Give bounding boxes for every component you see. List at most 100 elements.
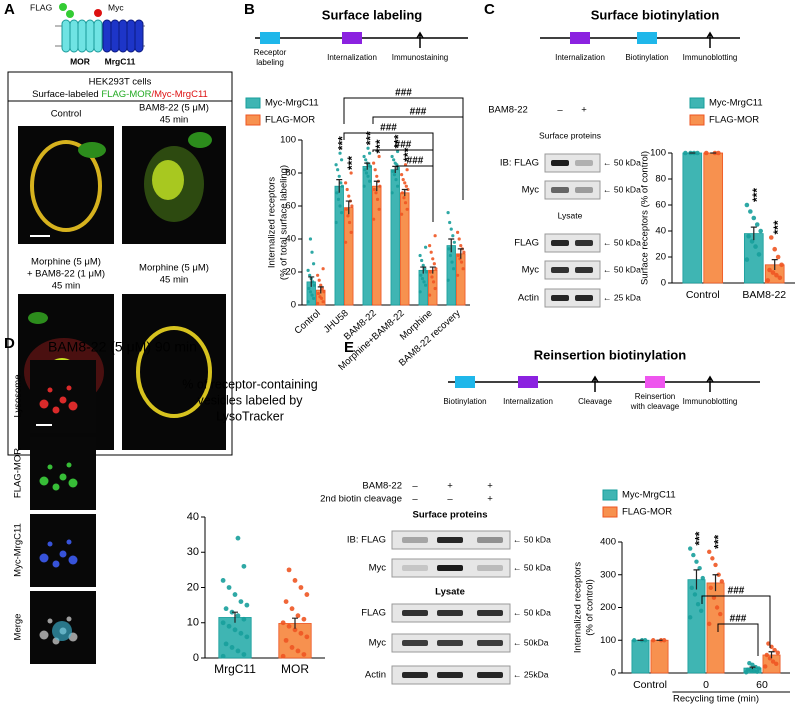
data-point xyxy=(334,163,338,167)
y-tick-label: 60 xyxy=(655,200,666,211)
data-point xyxy=(777,275,783,281)
data-point xyxy=(700,575,705,581)
micrograph-signal xyxy=(59,473,67,481)
data-point xyxy=(708,585,714,591)
data-point xyxy=(402,196,406,200)
data-point xyxy=(336,168,340,172)
data-point xyxy=(220,653,226,659)
blot-band xyxy=(575,187,593,193)
data-point xyxy=(765,278,771,283)
tag-label: Myc xyxy=(108,2,124,12)
data-point xyxy=(707,549,712,555)
error-bar xyxy=(749,666,756,670)
legend-label: Myc-MrgC11 xyxy=(709,98,763,109)
data-point xyxy=(347,194,351,198)
data-point xyxy=(718,611,723,617)
data-point xyxy=(689,585,694,591)
data-point xyxy=(390,154,394,159)
error-bar xyxy=(693,569,700,590)
data-point xyxy=(347,220,352,225)
data-point xyxy=(364,158,368,162)
image-caption: 45 min xyxy=(160,115,189,126)
mor-helix xyxy=(85,19,95,53)
data-point xyxy=(372,187,377,192)
blot-band xyxy=(551,160,569,166)
channel-label: Myc-MrgC11 xyxy=(13,523,24,577)
micrograph-signal xyxy=(52,621,72,641)
data-point xyxy=(292,627,298,633)
mor-helix xyxy=(93,19,103,53)
data-point xyxy=(226,585,232,590)
timeline-label: labeling xyxy=(256,58,284,67)
data-point xyxy=(350,204,354,208)
surface-label: Surface-labeled FLAG-MOR/Myc-MrgC11 xyxy=(32,89,208,100)
data-point xyxy=(404,184,408,188)
micrograph-signal xyxy=(47,541,53,547)
blot-band xyxy=(551,187,569,193)
data-point xyxy=(418,290,422,294)
timeline-label: Internalization xyxy=(503,397,553,406)
data-point xyxy=(754,222,760,227)
comparison-label: ### xyxy=(730,614,747,625)
data-point xyxy=(317,278,321,282)
data-point xyxy=(235,648,241,654)
data-point xyxy=(766,641,771,646)
data-point xyxy=(311,280,315,284)
data-point xyxy=(238,599,244,604)
blot-band xyxy=(575,240,593,246)
size-marker: ← 50 kDa xyxy=(513,607,551,617)
data-point xyxy=(322,290,326,294)
data-point xyxy=(691,552,696,558)
data-point xyxy=(232,592,238,597)
significance-mark: *** xyxy=(345,156,359,170)
data-point xyxy=(428,270,433,274)
data-point xyxy=(319,283,323,287)
treatment-label: BAM8-22 xyxy=(362,481,402,492)
data-point xyxy=(395,184,400,188)
blot-band xyxy=(477,610,503,616)
error-bar xyxy=(292,617,298,629)
blot-strip xyxy=(544,153,601,173)
data-point xyxy=(456,273,460,277)
data-point xyxy=(400,173,404,177)
data-point xyxy=(334,220,338,225)
legend-label: Myc-MrgC11 xyxy=(622,490,676,501)
size-marker: ← 50kDa xyxy=(513,637,549,647)
timeline-arrow xyxy=(591,375,599,392)
data-point xyxy=(391,169,395,173)
data-point xyxy=(338,204,342,208)
blot-row-label: Myc xyxy=(522,265,540,276)
error-bar xyxy=(750,226,757,241)
error-bar xyxy=(345,200,352,215)
data-point xyxy=(321,300,325,304)
data-point xyxy=(751,215,757,221)
blot-band xyxy=(402,565,428,571)
legend-swatch xyxy=(689,114,705,126)
data-point xyxy=(286,567,292,573)
y-axis-label: Surface receptors (% of control) xyxy=(640,151,651,285)
data-point xyxy=(223,606,229,612)
data-point xyxy=(374,191,378,195)
data-point xyxy=(377,154,381,159)
data-point xyxy=(308,273,312,277)
mrgc11-helix xyxy=(134,19,144,53)
data-point xyxy=(406,187,410,192)
blot-row-label: FLAG xyxy=(361,608,386,619)
data-point xyxy=(421,263,425,267)
data-point xyxy=(642,638,648,643)
blot-row-label: Myc xyxy=(369,563,387,574)
data-point xyxy=(749,239,755,244)
data-point xyxy=(711,595,717,600)
data-point xyxy=(448,253,453,258)
size-marker: ← 50 kDa xyxy=(603,237,641,247)
bar xyxy=(703,152,724,284)
data-point xyxy=(746,233,751,239)
error-bar xyxy=(420,266,427,274)
blot-band xyxy=(437,610,463,616)
error-bar xyxy=(429,266,436,274)
data-point xyxy=(447,247,451,251)
data-point xyxy=(683,150,688,156)
data-point xyxy=(345,187,349,192)
timeline-step xyxy=(342,32,362,44)
data-point xyxy=(405,168,409,172)
